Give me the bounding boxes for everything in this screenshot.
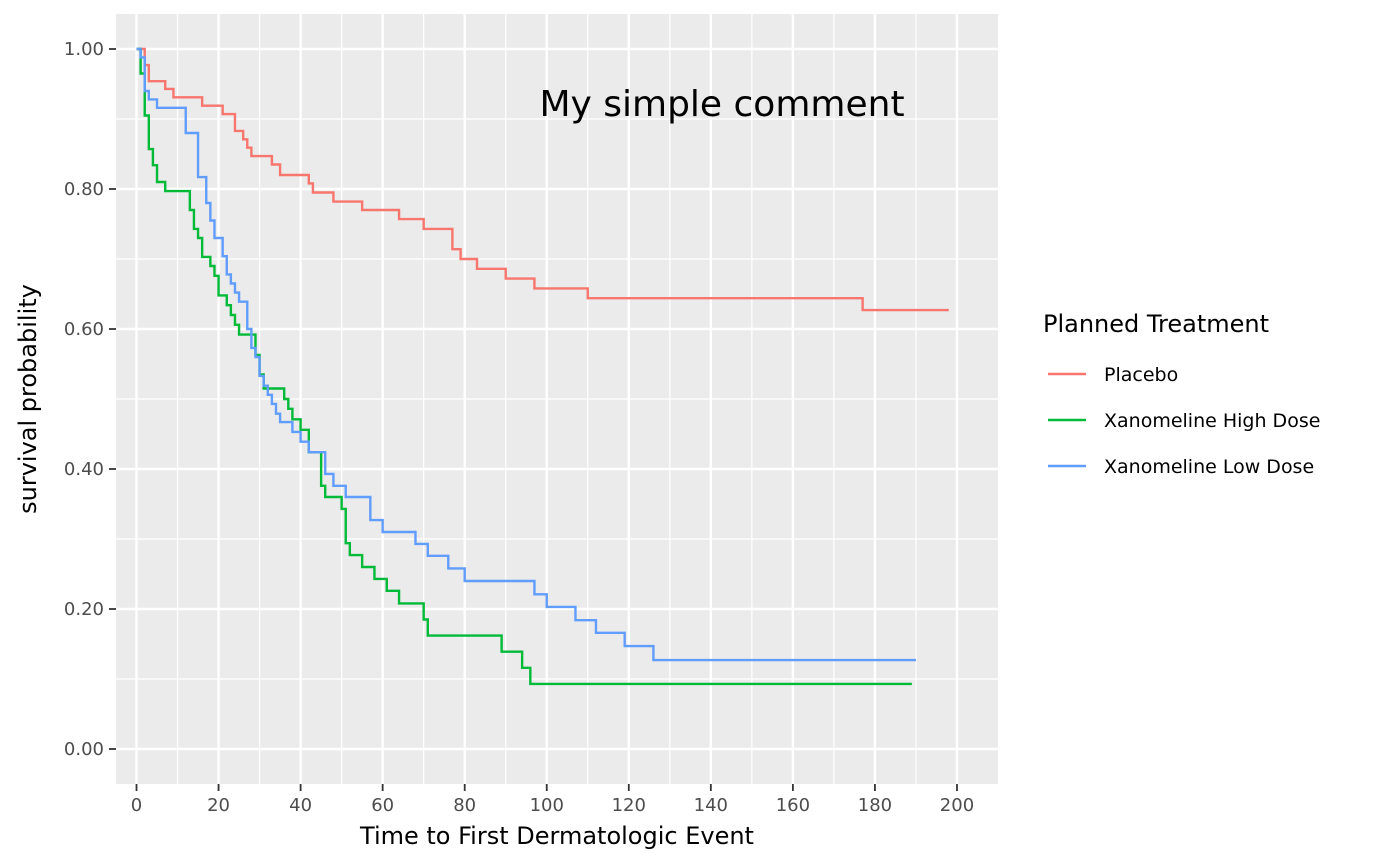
x-tick-label: 40 <box>289 795 312 816</box>
x-tick-label: 60 <box>371 795 394 816</box>
y-tick-label: 0.80 <box>64 179 104 200</box>
x-tick-label: 120 <box>612 795 646 816</box>
minor-grid <box>116 14 998 784</box>
legend-label-xanomeline-high-dose: Xanomeline High Dose <box>1104 410 1320 432</box>
x-axis-title: Time to First Dermatologic Event <box>359 822 754 850</box>
x-tick-label: 160 <box>776 795 810 816</box>
legend-title: Planned Treatment <box>1043 310 1269 338</box>
x-tick-label: 180 <box>858 795 892 816</box>
legend-label-placebo: Placebo <box>1104 364 1178 386</box>
y-tick-label: 1.00 <box>64 39 104 60</box>
series-line-xanomeline-low-dose <box>136 47 916 662</box>
y-axis: 0.00 0.20 0.40 0.60 0.80 1.00 <box>64 39 116 760</box>
major-grid <box>116 14 998 784</box>
x-tick-label: 20 <box>207 795 230 816</box>
legend-label-xanomeline-low-dose: Xanomeline Low Dose <box>1104 456 1314 478</box>
x-tick-label: 100 <box>530 795 564 816</box>
x-axis: 0 20 40 60 80 100 120 140 160 180 200 <box>131 784 974 816</box>
annotation-text: My simple comment <box>539 84 904 125</box>
series-line-placebo <box>136 47 949 312</box>
x-tick-label: 200 <box>940 795 974 816</box>
series-layer <box>136 47 949 686</box>
y-tick-label: 0.60 <box>64 319 104 340</box>
series-line-xanomeline-high-dose <box>136 47 912 686</box>
legend: Planned Treatment Placebo Xanomeline Hig… <box>1043 310 1320 478</box>
x-tick-label: 0 <box>131 795 142 816</box>
y-tick-label: 0.00 <box>64 739 104 760</box>
x-tick-label: 80 <box>453 795 476 816</box>
y-axis-title: survival probability <box>14 284 42 514</box>
x-tick-label: 140 <box>694 795 728 816</box>
y-tick-label: 0.20 <box>64 599 104 620</box>
y-tick-label: 0.40 <box>64 459 104 480</box>
